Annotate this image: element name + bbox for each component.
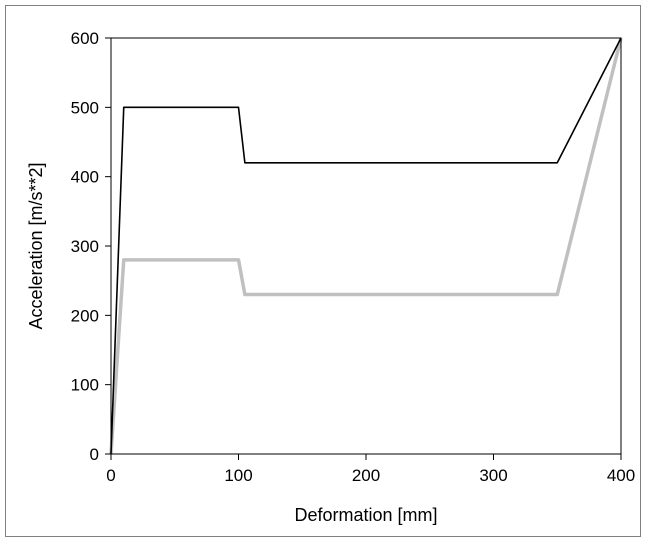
y-tick-label: 200 [71, 306, 99, 325]
y-tick-label: 600 [71, 29, 99, 48]
series-line-black [110, 37, 622, 455]
x-tick-label: 300 [479, 466, 507, 485]
x-axis-label: Deformation [mm] [294, 505, 437, 525]
chart-frame [5, 5, 641, 537]
y-tick-label: 500 [71, 98, 99, 117]
y-tick-label: 0 [90, 445, 99, 464]
series-line-gray [109, 37, 623, 455]
x-tick-label: 200 [352, 466, 380, 485]
y-tick-label: 300 [71, 237, 99, 256]
series-layer [109, 37, 623, 455]
x-tick-label: 0 [106, 466, 115, 485]
x-tick-label: 400 [607, 466, 635, 485]
ticks-layer: 0 100 200 300 400 500 600 0 100 200 300 400 [71, 29, 636, 485]
y-tick-label: 100 [71, 376, 99, 395]
plot-area [110, 37, 622, 455]
x-tick-label: 100 [224, 466, 252, 485]
y-tick-label: 400 [71, 168, 99, 187]
y-axis-label: Acceleration [m/s**2] [26, 162, 46, 329]
